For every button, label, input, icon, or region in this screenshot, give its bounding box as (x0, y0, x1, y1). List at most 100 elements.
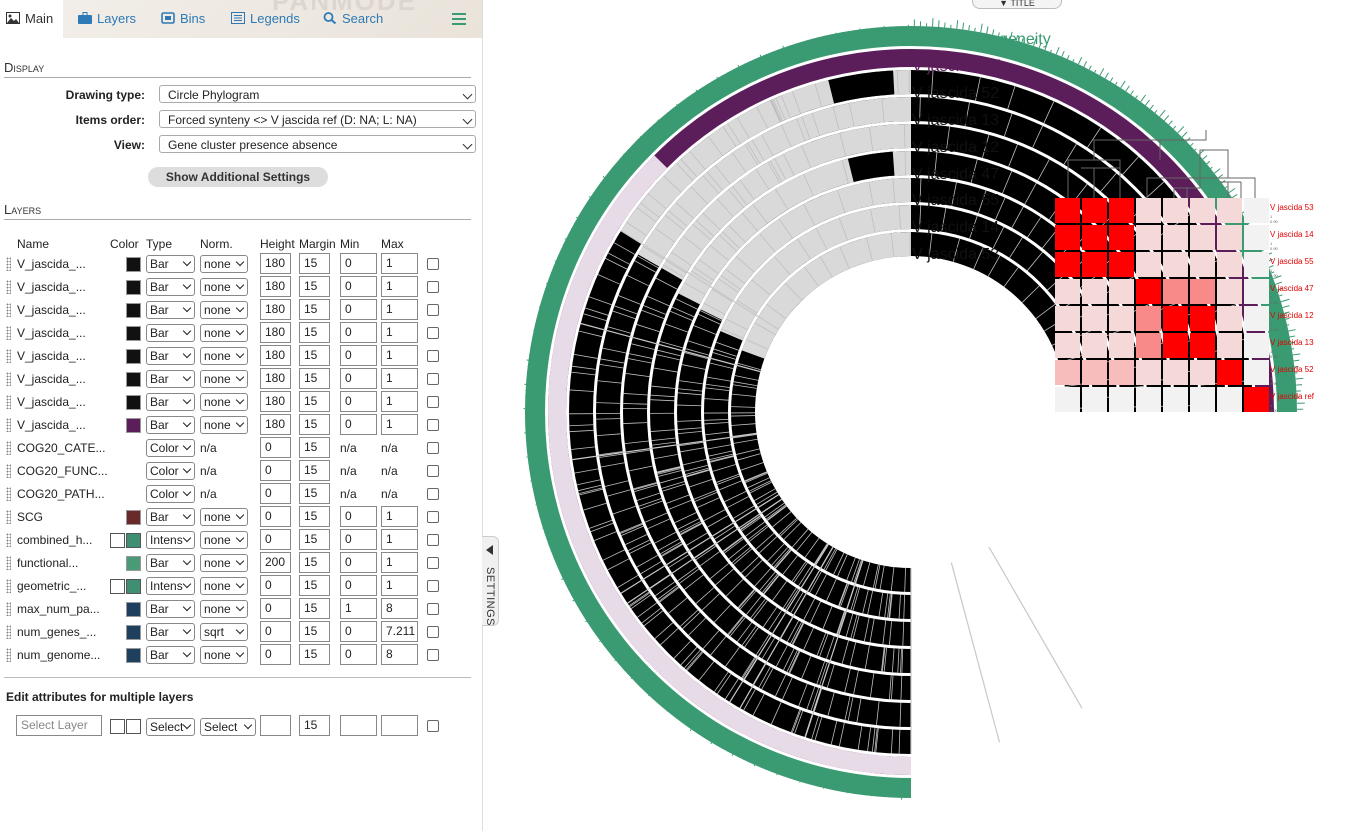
margin-input[interactable]: 15 (299, 644, 330, 665)
items-order-select[interactable]: Forced synteny <> V jascida ref (D: NA; … (159, 110, 476, 128)
color-swatch[interactable] (126, 625, 141, 640)
max-input[interactable]: 1 (381, 299, 418, 320)
type-select[interactable]: Bar (146, 623, 195, 641)
max-input[interactable]: 8 (381, 644, 418, 665)
drag-handle-icon[interactable] (6, 579, 11, 593)
type-select[interactable]: Bar (146, 370, 195, 388)
max-input[interactable]: 7.211 (381, 621, 418, 642)
max-input[interactable]: 1 (381, 506, 418, 527)
layer-checkbox[interactable] (427, 465, 439, 477)
color-swatch[interactable] (126, 303, 141, 318)
margin-input[interactable]: 15 (299, 299, 330, 320)
margin-input[interactable]: 15 (299, 575, 330, 596)
type-select[interactable]: Bar (146, 646, 195, 664)
view-select[interactable]: Gene cluster presence absence (159, 135, 476, 153)
height-input[interactable]: 180 (260, 345, 291, 366)
height-input[interactable]: 0 (260, 437, 291, 458)
color-swatch[interactable] (126, 395, 141, 410)
layer-checkbox[interactable] (427, 350, 439, 362)
norm-select[interactable]: none (200, 508, 248, 526)
margin-input[interactable]: 15 (299, 253, 330, 274)
drag-handle-icon[interactable] (6, 510, 11, 524)
drawing-type-select[interactable]: Circle Phylogram (159, 85, 476, 103)
multi-checkbox[interactable] (427, 720, 439, 732)
max-input[interactable]: 1 (381, 414, 418, 435)
color-swatch-max[interactable] (126, 579, 141, 594)
norm-select[interactable]: none (200, 393, 248, 411)
menu-icon[interactable] (452, 13, 466, 28)
margin-input[interactable]: 15 (299, 437, 330, 458)
norm-select[interactable]: none (200, 646, 248, 664)
drag-handle-icon[interactable] (6, 395, 11, 409)
drag-handle-icon[interactable] (6, 280, 11, 294)
multi-norm-select[interactable]: Select (200, 718, 256, 736)
color-swatch[interactable] (126, 602, 141, 617)
drag-handle-icon[interactable] (6, 556, 11, 570)
show-additional-settings-button[interactable]: Show Additional Settings (148, 167, 328, 187)
max-input[interactable]: 1 (381, 345, 418, 366)
norm-select[interactable]: none (200, 577, 248, 595)
layer-checkbox[interactable] (427, 626, 439, 638)
type-select[interactable]: Bar (146, 347, 195, 365)
drag-handle-icon[interactable] (6, 487, 11, 501)
color-swatch[interactable] (126, 556, 141, 571)
layer-checkbox[interactable] (427, 649, 439, 661)
color-swatch[interactable] (126, 418, 141, 433)
min-input[interactable]: 0 (340, 391, 377, 412)
norm-select[interactable]: none (200, 347, 248, 365)
drag-handle-icon[interactable] (6, 372, 11, 386)
norm-select[interactable]: none (200, 324, 248, 342)
drag-handle-icon[interactable] (6, 441, 11, 455)
tab-layers[interactable]: Layers (78, 0, 136, 38)
multi-type-select[interactable]: Select (146, 718, 195, 736)
norm-select[interactable]: none (200, 416, 248, 434)
tab-legends[interactable]: Legends (231, 0, 300, 38)
min-input[interactable]: 0 (340, 575, 377, 596)
min-input[interactable]: 0 (340, 621, 377, 642)
min-input[interactable]: 0 (340, 529, 377, 550)
max-input[interactable]: 1 (381, 276, 418, 297)
height-input[interactable]: 0 (260, 575, 291, 596)
margin-input[interactable]: 15 (299, 621, 330, 642)
drag-handle-icon[interactable] (6, 648, 11, 662)
norm-select[interactable]: none (200, 370, 248, 388)
min-input[interactable]: 0 (340, 506, 377, 527)
height-input[interactable]: 180 (260, 299, 291, 320)
title-toggle-tab[interactable]: ▼ TITLE (972, 0, 1062, 9)
tab-search[interactable]: Search (323, 0, 383, 38)
layer-checkbox[interactable] (427, 419, 439, 431)
type-select[interactable]: Bar (146, 554, 195, 572)
layer-checkbox[interactable] (427, 557, 439, 569)
min-input[interactable]: 0 (340, 322, 377, 343)
norm-select[interactable]: none (200, 554, 248, 572)
multi-height-input[interactable] (260, 715, 291, 736)
margin-input[interactable]: 15 (299, 460, 330, 481)
margin-input[interactable]: 15 (299, 391, 330, 412)
color-swatch-1[interactable] (110, 719, 125, 734)
height-input[interactable]: 0 (260, 598, 291, 619)
type-select[interactable]: Bar (146, 301, 195, 319)
layer-checkbox[interactable] (427, 281, 439, 293)
max-input[interactable]: 1 (381, 391, 418, 412)
type-select[interactable]: Color (146, 439, 195, 457)
color-swatch-min[interactable] (110, 533, 125, 548)
layer-checkbox[interactable] (427, 396, 439, 408)
color-swatch[interactable] (126, 372, 141, 387)
min-input[interactable]: 1 (340, 598, 377, 619)
min-input[interactable]: 0 (340, 345, 377, 366)
layer-checkbox[interactable] (427, 534, 439, 546)
type-select[interactable]: Color (146, 485, 195, 503)
type-select[interactable]: Bar (146, 393, 195, 411)
height-input[interactable]: 0 (260, 644, 291, 665)
norm-select[interactable]: none (200, 301, 248, 319)
min-input[interactable]: 0 (340, 552, 377, 573)
min-input[interactable]: 0 (340, 368, 377, 389)
color-swatch[interactable] (126, 648, 141, 663)
color-swatch[interactable] (126, 280, 141, 295)
color-swatch[interactable] (126, 257, 141, 272)
height-input[interactable]: 180 (260, 414, 291, 435)
layer-checkbox[interactable] (427, 327, 439, 339)
drag-handle-icon[interactable] (6, 464, 11, 478)
type-select[interactable]: Intens (146, 577, 195, 595)
max-input[interactable]: 1 (381, 575, 418, 596)
